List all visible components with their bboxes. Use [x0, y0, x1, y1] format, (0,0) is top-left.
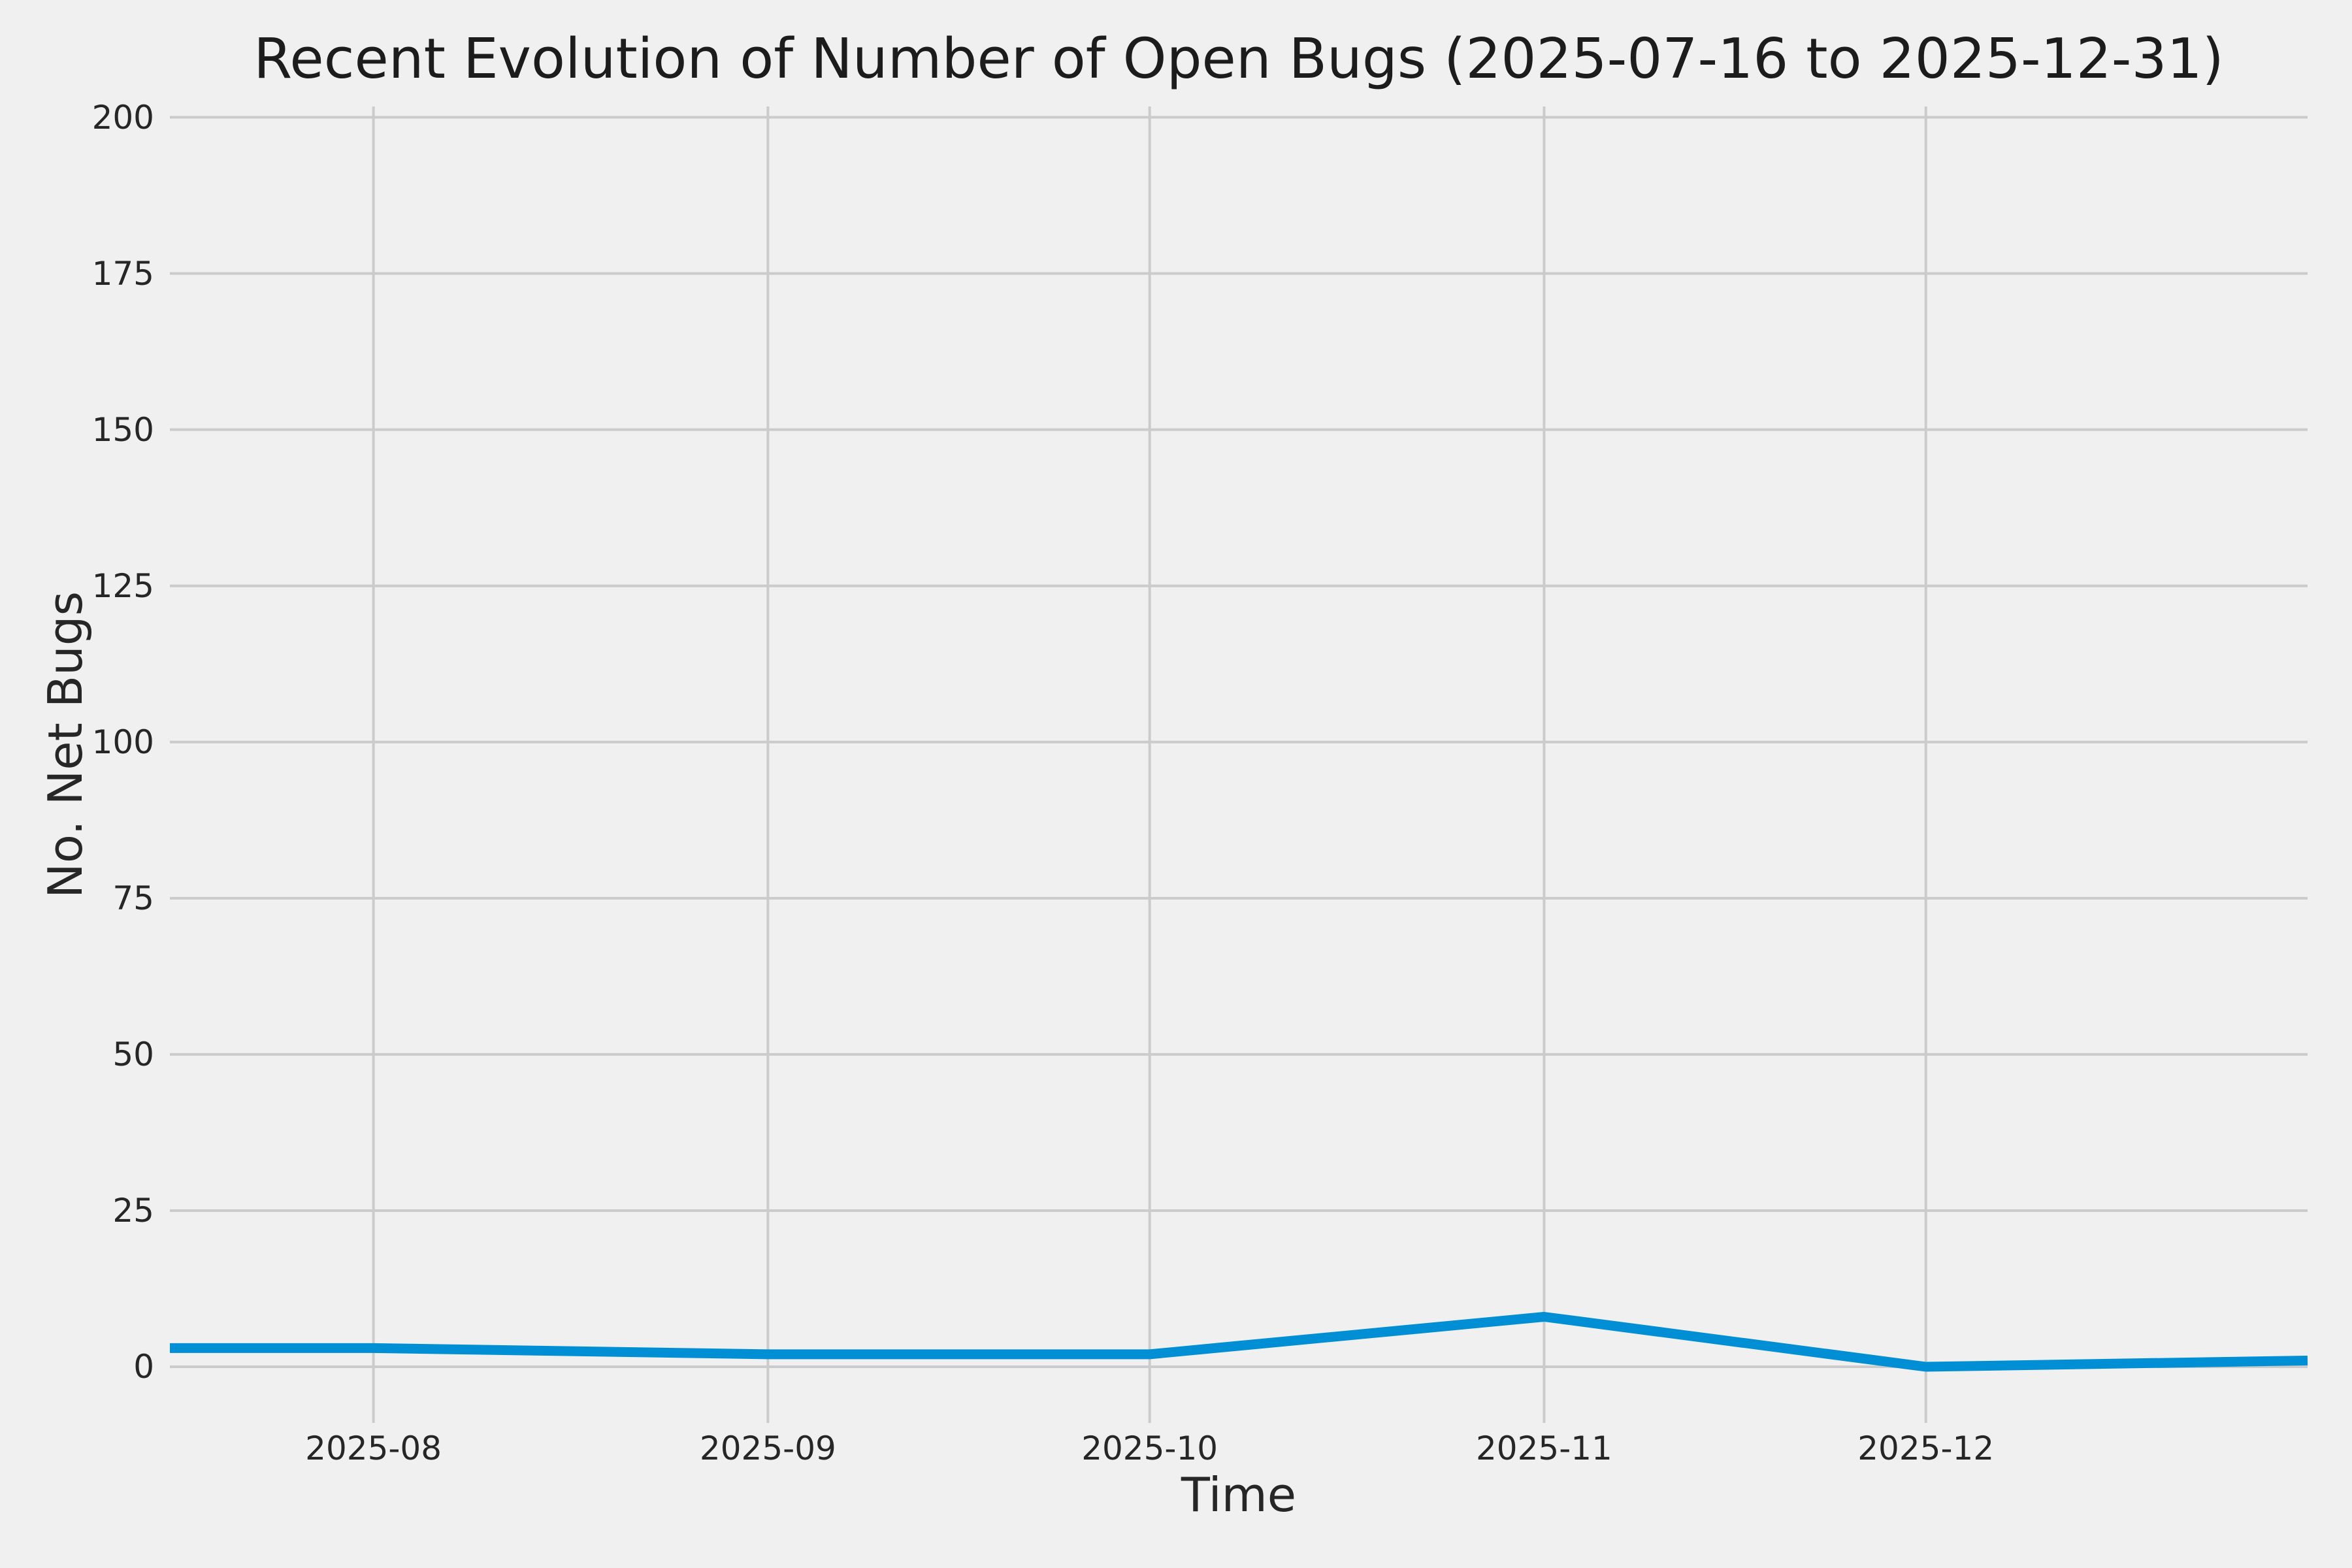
x-axis-label: Time: [1181, 1467, 1297, 1522]
y-tick-label: 200: [91, 98, 154, 137]
x-tick-label: 2025-09: [699, 1429, 836, 1467]
y-tick-label: 100: [91, 723, 154, 761]
y-tick-label: 0: [133, 1348, 154, 1386]
y-tick-label: 150: [91, 410, 154, 449]
x-tick-label: 2025-08: [305, 1429, 442, 1467]
y-tick-label: 50: [112, 1035, 154, 1073]
y-tick-label: 25: [112, 1191, 154, 1230]
y-tick-label: 175: [91, 254, 154, 293]
y-tick-label: 125: [91, 566, 154, 605]
x-tick-label: 2025-12: [1857, 1429, 1995, 1467]
x-tick-label: 2025-11: [1475, 1429, 1612, 1467]
x-tick-label: 2025-10: [1081, 1429, 1218, 1467]
data-line-open-bugs: [170, 1312, 2308, 1372]
chart-title: Recent Evolution of Number of Open Bugs …: [253, 27, 2224, 91]
y-tick-label: 75: [112, 879, 154, 917]
